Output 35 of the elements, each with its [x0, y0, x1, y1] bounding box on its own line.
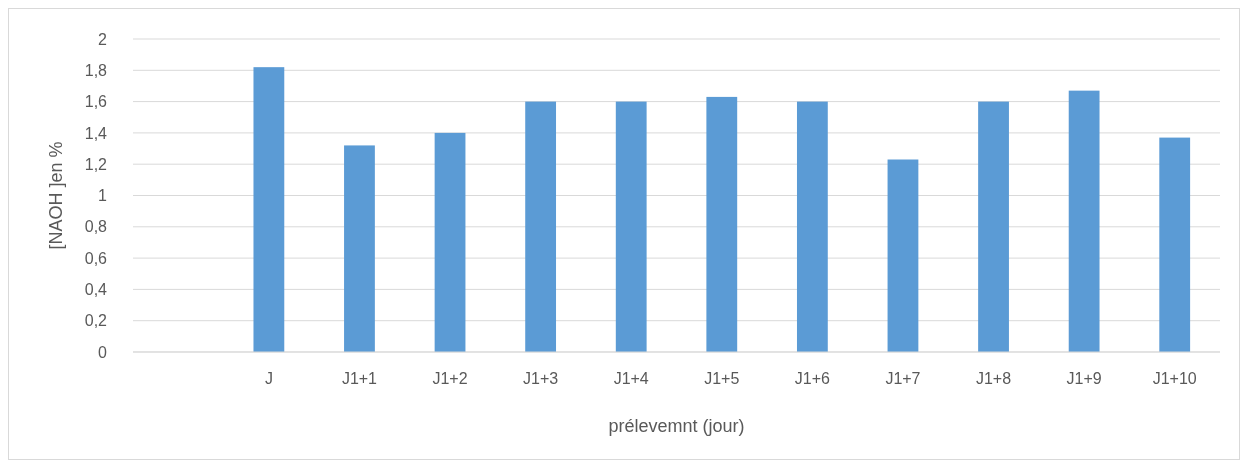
- x-tick-label: J1+4: [613, 370, 649, 387]
- x-tick-label: J: [264, 370, 273, 387]
- bar: [344, 145, 375, 352]
- y-tick-label: 2: [98, 30, 108, 48]
- bar: [978, 101, 1009, 352]
- y-tick-label: 0: [98, 343, 108, 361]
- bar: [434, 132, 466, 352]
- bar: [1068, 90, 1100, 352]
- x-tick-label: J1+6: [794, 370, 831, 387]
- bar: [615, 101, 647, 352]
- x-tick-label: J1+8: [975, 370, 1012, 387]
- bar: [706, 96, 738, 352]
- x-axis-title: prélevemnt (jour): [608, 416, 745, 436]
- y-tick-label: 0,2: [84, 312, 108, 330]
- x-tick-label: J1+1: [341, 370, 378, 387]
- y-tick-label: 1: [98, 187, 108, 205]
- x-tick-label: J1+3: [523, 370, 559, 387]
- x-tick-label: J1+2: [432, 370, 468, 387]
- x-tick-label: J1+10: [1152, 370, 1197, 387]
- x-tick-label: J1+5: [704, 370, 740, 387]
- y-tick-label: 1,2: [84, 155, 108, 173]
- bar: [253, 67, 285, 352]
- x-tick-label: J1+7: [885, 370, 921, 387]
- y-tick-label: 1,4: [84, 124, 108, 142]
- bar: [887, 159, 919, 352]
- bar: [525, 101, 557, 352]
- y-tick-label: 0,8: [84, 218, 108, 236]
- y-tick-label: 1,6: [84, 93, 108, 111]
- y-tick-label: 0,6: [84, 249, 108, 267]
- bar: [796, 101, 828, 352]
- bar: [1159, 137, 1191, 352]
- x-tick-label: J1+9: [1066, 370, 1102, 387]
- y-tick-label: 0,4: [84, 281, 108, 298]
- y-tick-label: 1,8: [84, 61, 108, 79]
- y-axis-title: [NAOH ]en %: [46, 141, 66, 250]
